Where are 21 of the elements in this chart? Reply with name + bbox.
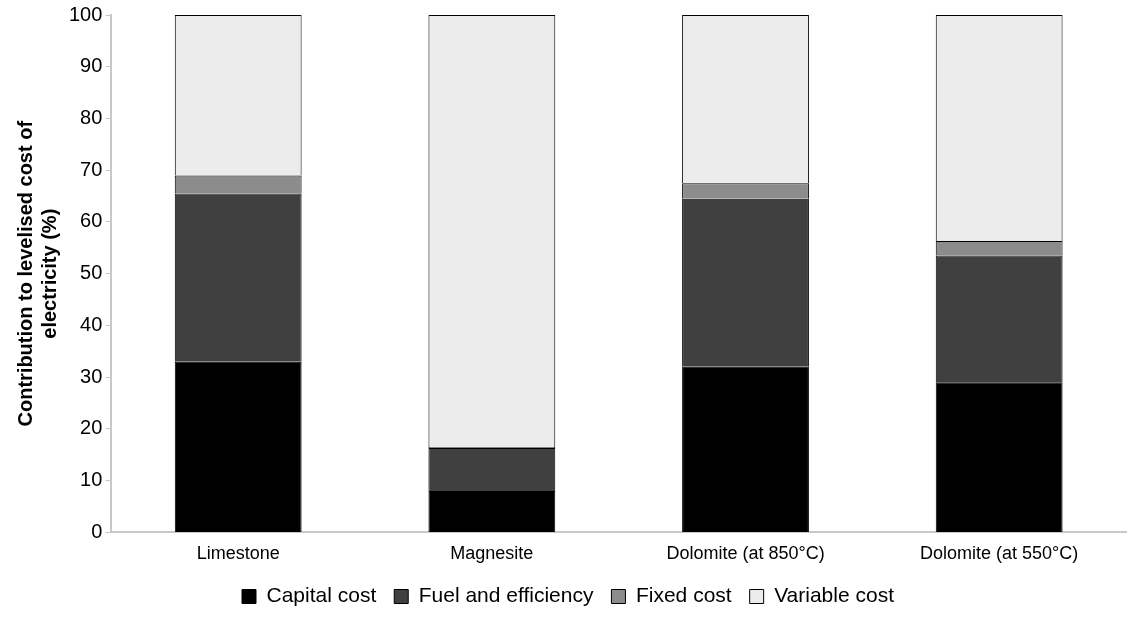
x-tick-label: Dolomite (at 850°C): [666, 543, 825, 564]
x-tick-label: Dolomite (at 550°C): [920, 543, 1079, 564]
x-tick-label: Magnesite: [450, 543, 534, 564]
y-axis-title: Contribution to levelised cost of electricity (%): [13, 120, 60, 427]
bar: [682, 366, 809, 532]
y-tick-label: 20: [80, 416, 103, 439]
y-tick-label: 10: [80, 468, 103, 491]
legend-label: Fixed cost: [635, 583, 732, 607]
y-tick-label: 80: [80, 106, 103, 128]
x-tick-label: Limestone: [196, 543, 280, 564]
y-tick-label: 50: [80, 261, 103, 284]
legend-label: Capital cost: [266, 583, 377, 607]
legend-label: Variable cost: [774, 583, 895, 607]
y-tick-label: 90: [80, 54, 103, 77]
legend-label: Fuel and efficiency: [418, 583, 594, 607]
y-tick-label: 40: [80, 312, 103, 335]
y-tick-label: 0: [91, 519, 103, 542]
y-tick-label: 60: [80, 209, 103, 232]
y-tick-label: 70: [80, 157, 103, 180]
y-tick-label: 100: [68, 2, 103, 25]
y-tick-label: 30: [80, 364, 103, 387]
